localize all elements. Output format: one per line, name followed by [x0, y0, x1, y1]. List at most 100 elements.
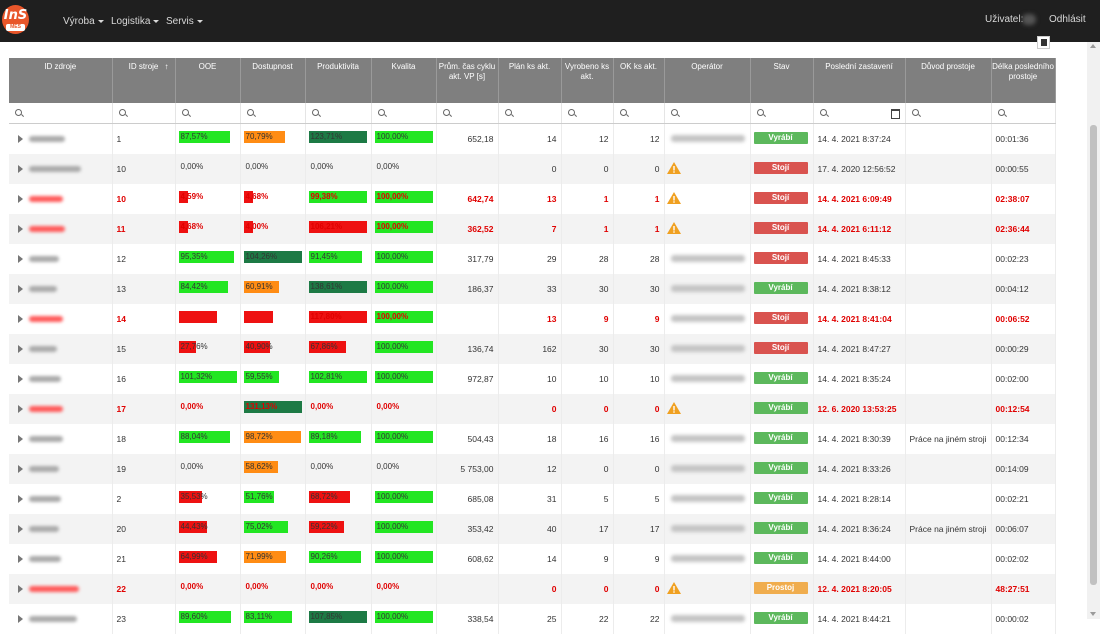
cell-operator [664, 214, 750, 244]
menu-vyroba[interactable]: Výroba [63, 16, 104, 28]
scroll-down-icon[interactable] [1090, 612, 1096, 616]
search-icon [998, 109, 1005, 116]
expand-row-icon[interactable] [18, 345, 23, 353]
scroll-thumb[interactable] [1090, 125, 1097, 585]
column-header-ok[interactable]: OK ks akt. [613, 58, 664, 103]
filter-cell-dostupnost[interactable] [240, 103, 305, 124]
cell-state: Vyrábí [750, 364, 813, 394]
filter-cell-duvod-prostoje[interactable] [905, 103, 991, 124]
expand-row-icon[interactable] [18, 495, 23, 503]
column-header-posledni-zastaveni[interactable]: Poslední zastavení [813, 58, 905, 103]
column-header-stav[interactable]: Stav [750, 58, 813, 103]
expand-row-icon[interactable] [18, 405, 23, 413]
expand-row-icon[interactable] [18, 585, 23, 593]
filter-cell-kvalita[interactable] [371, 103, 436, 124]
filter-cell-ok[interactable] [613, 103, 664, 124]
expand-row-icon[interactable] [18, 195, 23, 203]
filter-cell-id-zdroje[interactable] [9, 103, 112, 124]
cell-ooe: 0,00% [175, 574, 240, 604]
vertical-scrollbar[interactable] [1087, 42, 1100, 619]
menu-logistika[interactable]: Logistika [111, 16, 159, 28]
expand-row-icon[interactable] [18, 165, 23, 173]
column-header-id-zdroje[interactable]: ID zdroje [9, 58, 112, 103]
cell-last-stop: 14. 4. 2021 6:09:49 [813, 184, 905, 214]
expand-row-icon[interactable] [18, 555, 23, 563]
percent-value: 90,26% [311, 551, 338, 563]
expand-row-icon[interactable] [18, 375, 23, 383]
filter-cell-produktivita[interactable] [305, 103, 371, 124]
filter-cell-cycle-time[interactable] [436, 103, 498, 124]
sort-ascending-icon[interactable]: ↑ [165, 62, 169, 72]
column-header-plan[interactable]: Plán ks akt. [498, 58, 561, 103]
column-header-duvod-prostoje[interactable]: Důvod prostoje [905, 58, 991, 103]
column-header-cycle-time[interactable]: Prům. čas cyklu akt. VP [s] [436, 58, 498, 103]
expand-row-icon[interactable] [18, 525, 23, 533]
cell-prod: 106,21% [305, 214, 371, 244]
cell-kval: 100,00% [371, 514, 436, 544]
column-header-id-stroje[interactable]: ID stroje↑ [112, 58, 175, 103]
column-header-dostupnost[interactable]: Dostupnost [240, 58, 305, 103]
filter-cell-stav[interactable] [750, 103, 813, 124]
search-icon [312, 109, 319, 116]
cell-machine-id: 21 [112, 544, 175, 574]
cell-source [9, 574, 112, 604]
cell-source [9, 244, 112, 274]
menu-logistika-label: Logistika [111, 16, 150, 27]
column-header-kvalita[interactable]: Kvalita [371, 58, 436, 103]
scroll-up-icon[interactable] [1090, 44, 1096, 48]
cell-operator [664, 154, 750, 184]
cell-plan: 14 [498, 544, 561, 574]
expand-row-icon[interactable] [18, 225, 23, 233]
filter-cell-id-stroje[interactable] [112, 103, 175, 124]
expand-row-icon[interactable] [18, 465, 23, 473]
calendar-icon[interactable] [891, 109, 900, 119]
column-header-operator[interactable]: Operátor [664, 58, 750, 103]
expand-row-icon[interactable] [18, 255, 23, 263]
export-button[interactable] [1037, 36, 1050, 49]
app-logo[interactable]: InS MES [2, 5, 29, 34]
filter-cell-delka-prostoje[interactable] [991, 103, 1055, 124]
percent-value: 0,00% [181, 461, 204, 473]
expand-row-icon[interactable] [18, 615, 23, 623]
logout-link[interactable]: Odhlásit [1049, 14, 1086, 25]
filter-cell-vyrobeno[interactable] [561, 103, 613, 124]
column-header-ooe[interactable]: OOE [175, 58, 240, 103]
expand-row-icon[interactable] [18, 285, 23, 293]
cell-operator [664, 364, 750, 394]
filter-cell-plan[interactable] [498, 103, 561, 124]
filter-cell-ooe[interactable] [175, 103, 240, 124]
cell-prod: 99,38% [305, 184, 371, 214]
cell-produced: 30 [561, 334, 613, 364]
percent-value: 0,00% [311, 161, 334, 173]
menu-servis[interactable]: Servis [166, 16, 203, 28]
column-header-produktivita[interactable]: Produktivita [305, 58, 371, 103]
column-header-delka-prostoje[interactable]: Délka posledního prostoje [991, 58, 1055, 103]
status-badge: Vyrábí [754, 552, 808, 564]
percent-bar: 59,22% [309, 521, 367, 533]
expand-row-icon[interactable] [18, 135, 23, 143]
expand-row-icon[interactable] [18, 435, 23, 443]
expand-row-icon[interactable] [18, 315, 23, 323]
filter-cell-operator[interactable] [664, 103, 750, 124]
column-header-label: Kvalita [391, 62, 415, 71]
column-header-vyrobeno[interactable]: Vyrobeno ks akt. [561, 58, 613, 103]
filter-cell-posledni-zastaveni[interactable] [813, 103, 905, 124]
percent-value: 101,32% [181, 371, 213, 383]
